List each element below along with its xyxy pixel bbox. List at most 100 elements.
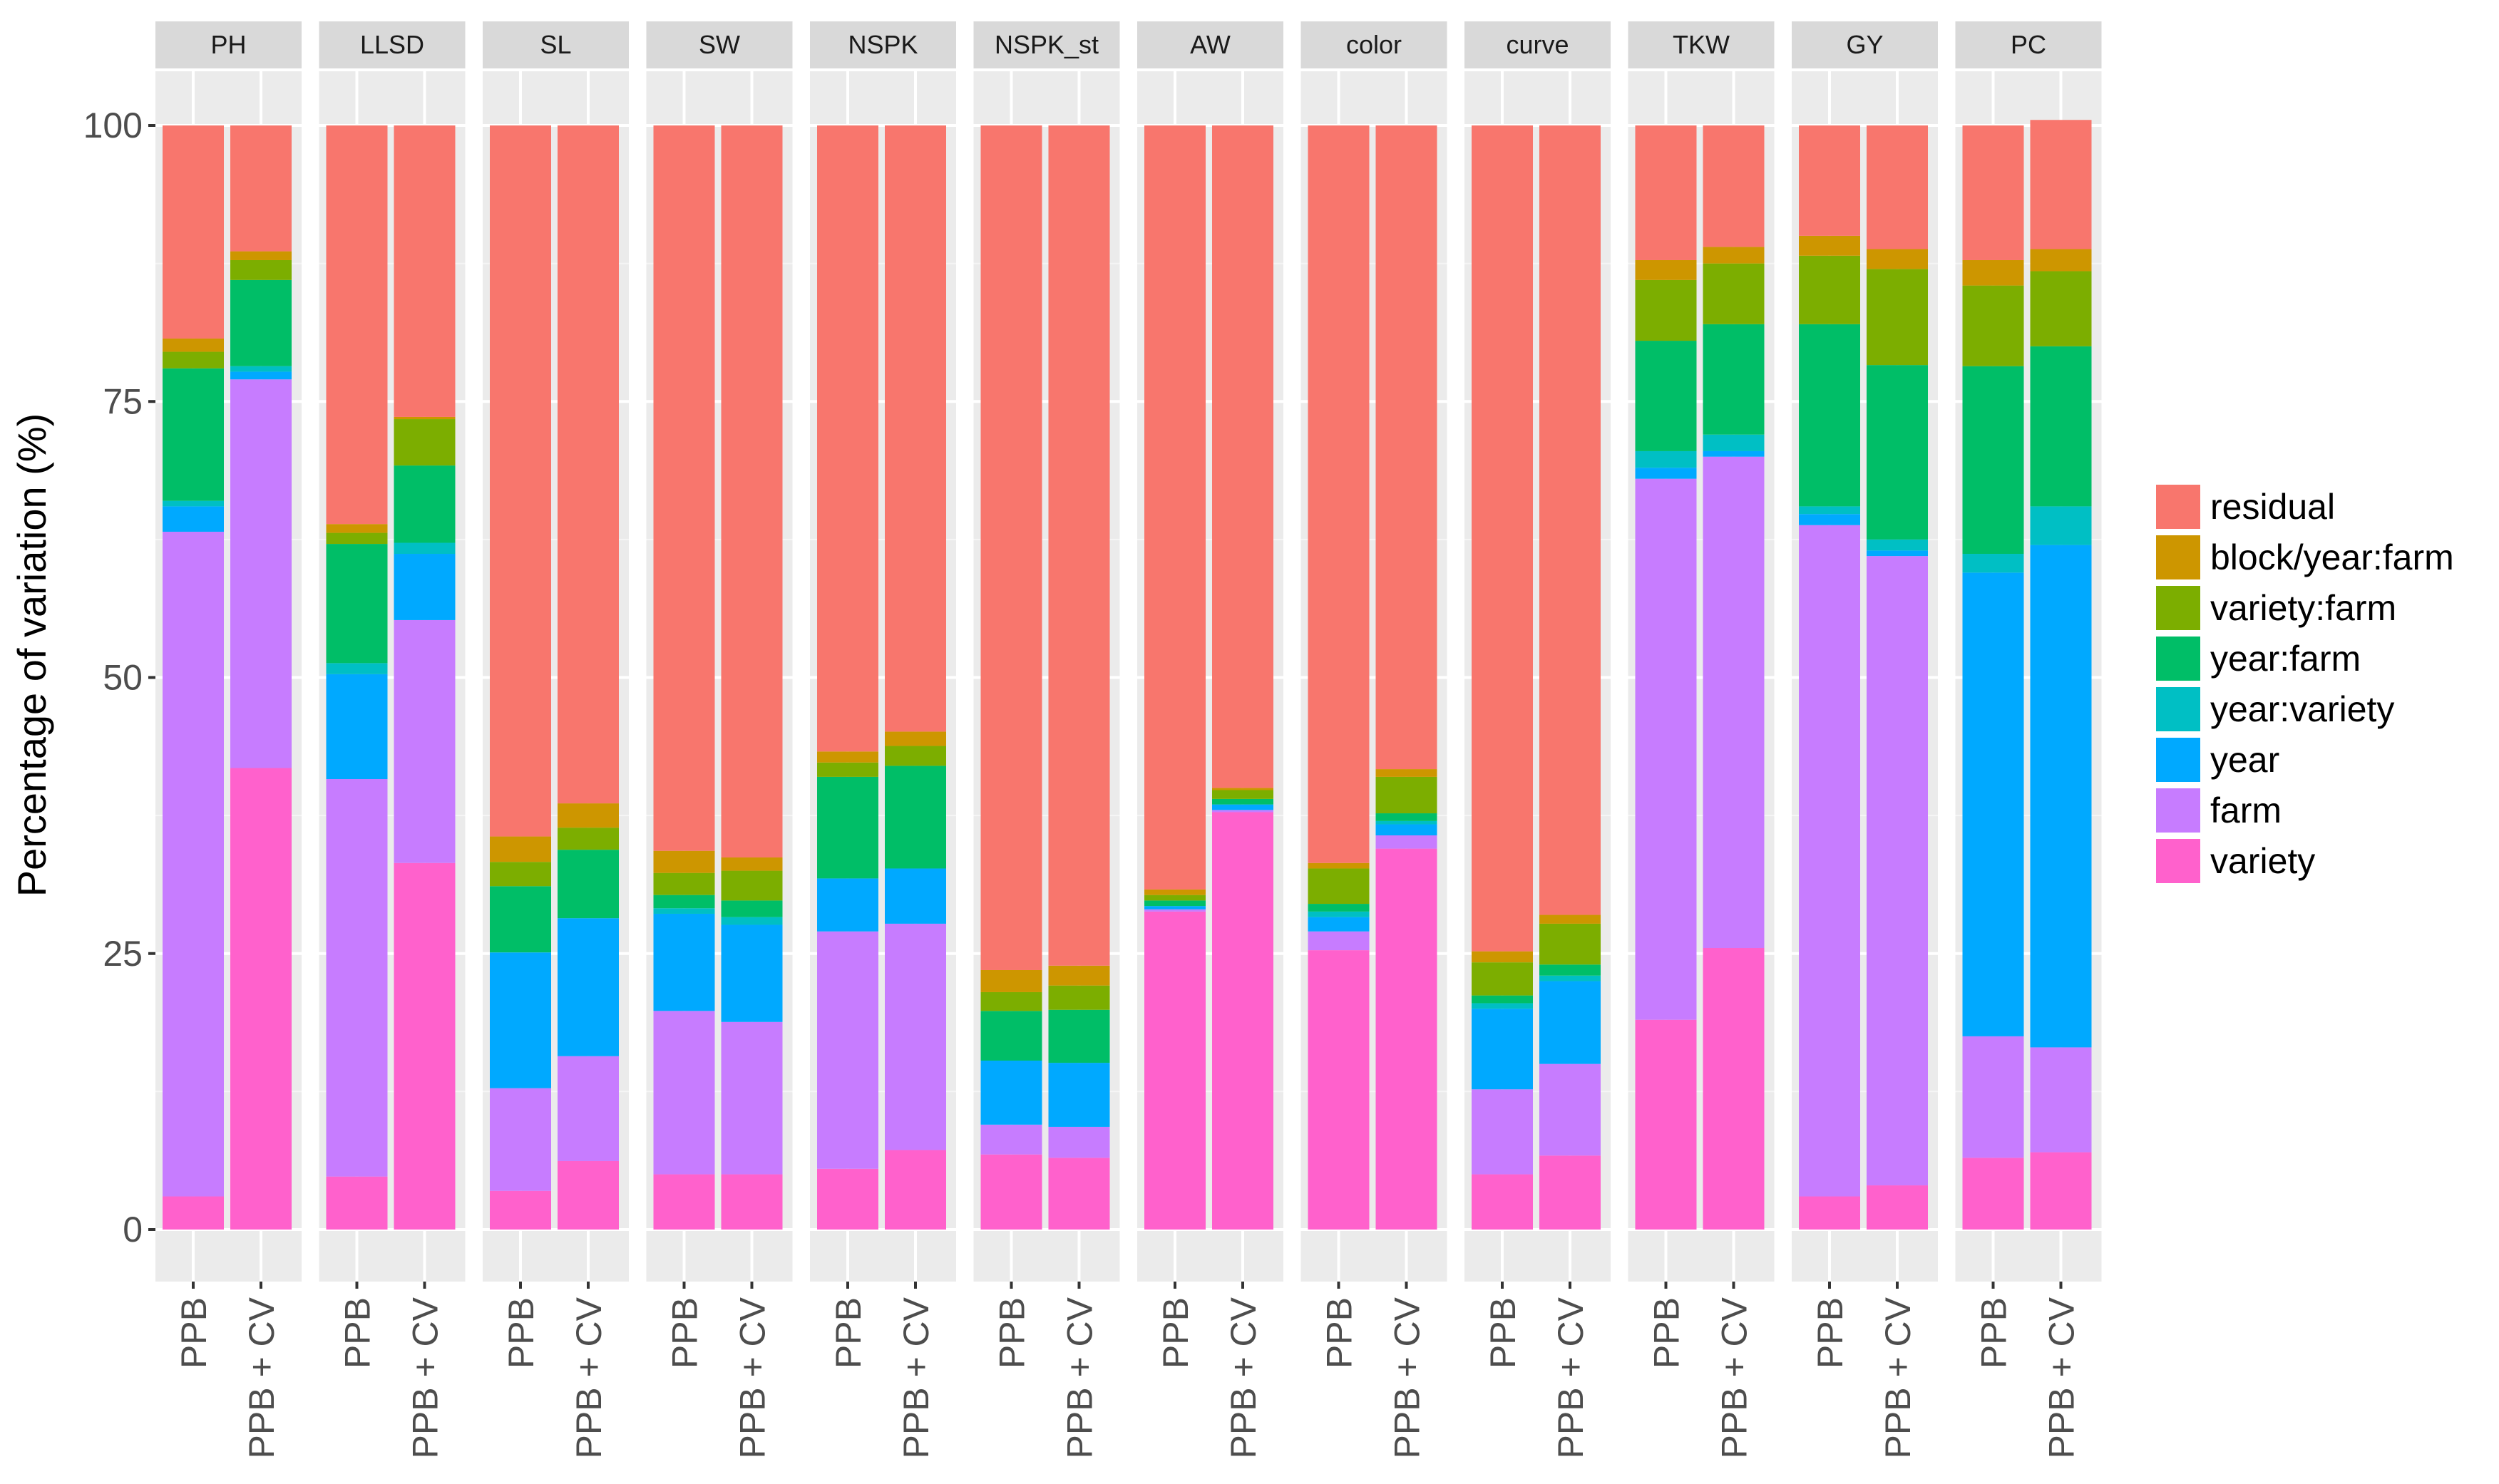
bar-segment-variety-farm — [885, 746, 946, 766]
facet-strip-label: LLSD — [360, 30, 424, 59]
bar-segment-year-farm — [558, 850, 619, 919]
facet-strip-label: AW — [1190, 30, 1231, 59]
bar-segment-year-farm — [2030, 346, 2092, 507]
facet-panel-PH: PH PPB PPB + CV — [155, 21, 302, 1459]
bar-NSPK-PPB — [817, 125, 878, 1230]
facet-strip — [1792, 21, 1938, 68]
bar-segment-variety — [653, 1174, 715, 1230]
bar-segment-farm — [1703, 456, 1765, 949]
facet-panel-AW: AW PPB PPB + CV — [1137, 21, 1283, 1459]
bar-segment-residual — [163, 125, 224, 339]
bar-SW-PPB + CV — [721, 125, 783, 1230]
bar-segment-block-year-farm — [1539, 914, 1601, 924]
bar-segment-variety-farm — [230, 259, 292, 280]
x-tick-label: PPB — [501, 1297, 541, 1369]
facet-panel-SL: SL PPB PPB + CV — [483, 21, 629, 1459]
x-tick-label: PPB — [338, 1297, 378, 1369]
facet-panel-color: color PPB PPB + CV — [1300, 21, 1447, 1459]
bar-segment-variety-farm — [1212, 790, 1273, 799]
legend-item-block-year-farm: block/year:farm — [2156, 535, 2454, 579]
bar-segment-year-farm — [230, 279, 292, 366]
bar-AW-PPB + CV — [1212, 125, 1273, 1230]
facet-panel-TKW: TKW PPB PPB + CV — [1628, 21, 1775, 1459]
facet-panel-NSPK: NSPK PPB PPB + CV — [810, 21, 956, 1459]
bar-AW-PPB — [1144, 125, 1206, 1230]
bar-segment-year — [2030, 545, 2092, 1048]
legend-swatch — [2156, 687, 2200, 731]
facet-strip-label: curve — [1506, 30, 1569, 59]
bar-segment-residual — [817, 125, 878, 752]
bar-segment-year-farm — [1375, 813, 1437, 821]
legend-item-farm: farm — [2156, 788, 2282, 833]
bar-segment-year-variety — [721, 917, 783, 925]
bar-segment-year-farm — [1867, 365, 1928, 540]
bar-segment-year — [230, 371, 292, 380]
facet-strip-label: NSPK_st — [995, 30, 1099, 59]
bar-segment-residual — [1962, 125, 2024, 260]
y-tick-label: 25 — [103, 934, 143, 974]
bar-segment-farm — [1308, 931, 1370, 951]
bar-NSPK_st-PPB — [980, 125, 1042, 1230]
bar-segment-year — [163, 506, 224, 532]
bar-segment-variety-farm — [653, 872, 715, 895]
bar-GY-PPB — [1799, 125, 1860, 1230]
bar-segment-farm — [326, 779, 388, 1177]
bar-segment-farm — [721, 1021, 783, 1175]
x-tick-label: PPB — [1647, 1297, 1687, 1369]
bar-segment-year-farm — [980, 1011, 1042, 1061]
x-tick-label: PPB — [1156, 1297, 1196, 1369]
legend-item-variety: variety — [2156, 839, 2315, 883]
bar-segment-farm — [653, 1011, 715, 1175]
bar-segment-variety — [558, 1160, 619, 1230]
bar-segment-residual — [230, 125, 292, 252]
bar-segment-variety — [490, 1190, 551, 1230]
facet-panel-SW: SW PPB PPB + CV — [646, 21, 793, 1459]
bar-segment-block-year-farm — [885, 731, 946, 746]
bar-segment-farm — [1635, 478, 1697, 1020]
facet-strip — [483, 21, 629, 68]
bar-segment-variety-farm — [1635, 279, 1697, 341]
bar-segment-residual — [394, 125, 456, 417]
bar-segment-farm — [163, 532, 224, 1197]
legend-label: variety — [2210, 841, 2315, 881]
bar-segment-year — [1703, 450, 1765, 457]
x-tick-label: PPB + CV — [1878, 1297, 1918, 1458]
legend-swatch — [2156, 637, 2200, 681]
bar-segment-year-farm — [1144, 900, 1206, 907]
bar-segment-year — [1375, 824, 1437, 836]
bar-segment-year-variety — [230, 366, 292, 372]
bar-segment-year-farm — [817, 776, 878, 879]
bar-segment-variety-farm — [1048, 985, 1110, 1010]
facet-strip — [973, 21, 1120, 68]
legend-swatch — [2156, 586, 2200, 630]
bar-segment-year — [1867, 550, 1928, 557]
bar-segment-year — [980, 1061, 1042, 1125]
bar-segment-year — [1472, 1009, 1533, 1090]
bar-segment-block-year-farm — [980, 969, 1042, 992]
bar-segment-residual — [653, 125, 715, 851]
x-tick-label: PPB + CV — [2042, 1297, 2082, 1458]
bar-segment-year — [1308, 917, 1370, 932]
bar-segment-year-variety — [1962, 554, 2024, 573]
facet-strip-label: SW — [699, 30, 740, 59]
bar-segment-residual — [1308, 125, 1370, 863]
bar-segment-variety — [1962, 1158, 2024, 1230]
bar-segment-year-variety — [2030, 506, 2092, 545]
x-tick-label: PPB + CV — [733, 1297, 773, 1458]
x-tick-label: PPB + CV — [1060, 1297, 1100, 1458]
bar-LLSD-PPB + CV — [394, 125, 456, 1230]
bar-segment-variety — [394, 862, 456, 1230]
bar-color-PPB — [1308, 125, 1370, 1230]
bar-segment-year-variety — [326, 663, 388, 674]
legend-item-year: year — [2156, 738, 2279, 782]
bar-segment-year — [817, 878, 878, 932]
bar-segment-year-farm — [1962, 366, 2024, 555]
bar-segment-block-year-farm — [230, 251, 292, 260]
bar-segment-year-farm — [1308, 904, 1370, 912]
bar-segment-farm — [1539, 1063, 1601, 1156]
bar-segment-farm — [1472, 1089, 1533, 1175]
x-tick-label: PPB — [174, 1297, 214, 1369]
legend-item-year-variety: year:variety — [2156, 687, 2394, 731]
bar-segment-variety — [1144, 911, 1206, 1230]
bar-segment-residual — [885, 125, 946, 732]
